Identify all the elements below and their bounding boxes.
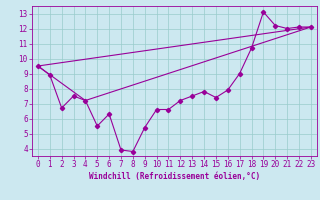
X-axis label: Windchill (Refroidissement éolien,°C): Windchill (Refroidissement éolien,°C) [89, 172, 260, 181]
